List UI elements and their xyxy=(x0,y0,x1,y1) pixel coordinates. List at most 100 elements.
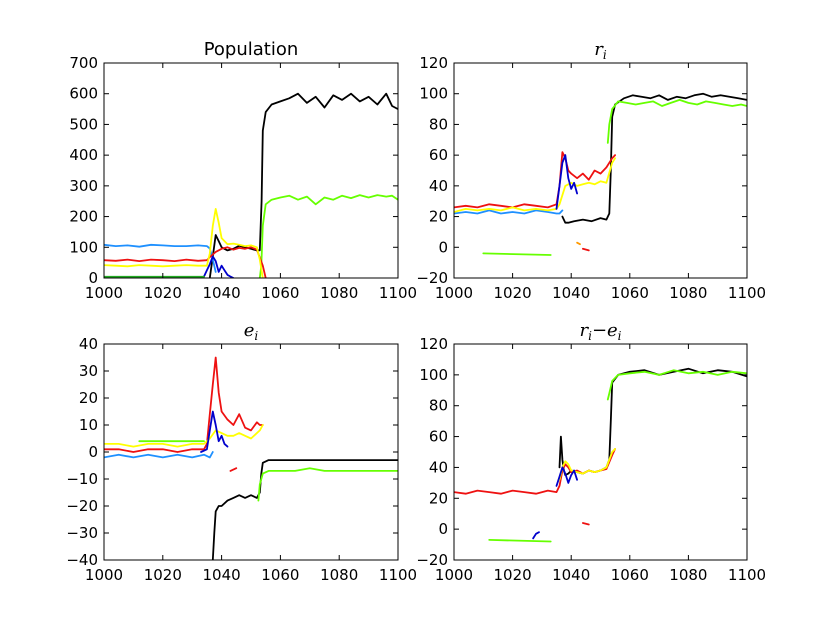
y-tick-label: 100 xyxy=(69,238,98,256)
y-tick-label: 30 xyxy=(79,362,98,380)
y-tick-label: 0 xyxy=(88,269,98,287)
series-line-smallred xyxy=(582,247,590,252)
y-tick-label: 500 xyxy=(69,115,98,133)
y-tick-label: 20 xyxy=(429,208,448,226)
x-tick-label: 1100 xyxy=(379,566,417,584)
y-tick-label: 40 xyxy=(429,458,448,476)
chart-title: Population xyxy=(204,39,299,60)
series-group xyxy=(454,367,747,543)
series-line-red xyxy=(454,151,616,209)
series-line-yellow xyxy=(558,447,616,481)
y-tick-label: 20 xyxy=(79,389,98,407)
series-line-red-1 xyxy=(582,522,590,526)
series-line-blue xyxy=(454,209,564,215)
y-tick-label: 40 xyxy=(79,335,98,353)
x-tick-label: 1060 xyxy=(261,284,299,302)
series-group xyxy=(104,356,398,560)
series-line-green xyxy=(258,194,398,278)
x-tick-label: 1080 xyxy=(669,284,707,302)
x-tick-label: 1080 xyxy=(669,566,707,584)
x-tick-label: 1060 xyxy=(261,566,299,584)
y-tick-label: 60 xyxy=(429,428,448,446)
axes-frame xyxy=(453,343,748,561)
series-group xyxy=(104,92,398,278)
series-line-blue xyxy=(104,451,214,459)
chart-title: ei xyxy=(244,320,259,343)
y-tick-label: 120 xyxy=(419,335,448,353)
x-tick-label: 1020 xyxy=(494,284,532,302)
series-line-green xyxy=(606,99,747,144)
x-tick-label: 1100 xyxy=(728,566,766,584)
y-tick-label: 100 xyxy=(419,85,448,103)
series-line-green xyxy=(257,467,398,502)
subplot-grid: 1000 1020 1040 1060 1080 11000100200300400500… xyxy=(66,39,766,584)
subplot-2: 1000 1020 1040 1060 1080 1100 −20 0 20 40 60 80 100 1… xyxy=(416,39,766,302)
x-tick-label: 1020 xyxy=(144,284,182,302)
x-tick-label: 1000 xyxy=(85,284,123,302)
x-tick-label: 1040 xyxy=(203,284,241,302)
x-tick-label: 1100 xyxy=(379,284,417,302)
series-line-yellow xyxy=(454,157,616,213)
series-line-darkblue xyxy=(555,154,578,210)
series-line-red xyxy=(104,356,264,453)
series-line-darkblue xyxy=(200,410,229,453)
series-line-black xyxy=(561,92,747,224)
y-tick-label: −30 xyxy=(66,524,98,542)
y-tick-label: 0 xyxy=(438,520,448,538)
x-tick-label: 1040 xyxy=(552,566,590,584)
chart-title: ri xyxy=(594,39,607,62)
y-tick-label: 10 xyxy=(79,416,98,434)
series-line-darkblue-1 xyxy=(532,531,540,540)
y-tick-label: 700 xyxy=(69,54,98,72)
y-tick-label: −20 xyxy=(416,269,448,287)
axes-frame xyxy=(103,62,399,279)
y-tick-label: 100 xyxy=(419,366,448,384)
y-tick-label: 0 xyxy=(438,238,448,256)
series-line-black xyxy=(208,92,398,278)
y-tick-label: 60 xyxy=(429,146,448,164)
x-tick-label: 1080 xyxy=(320,566,358,584)
x-tick-label: 1000 xyxy=(435,284,473,302)
subplot-1: 1000 1020 1040 1060 1080 1100 0 100 200 300 400 500… xyxy=(69,39,417,302)
y-tick-label: 40 xyxy=(429,177,448,195)
subplot-4: 1000 1020 1040 1060 1080 1100 −20 0 20 40 60 80 100 1… xyxy=(416,320,766,584)
subplot-3: 1000 1020 1040 1060 1080 1100−40−30−20−100102… xyxy=(66,320,417,584)
series-line-yellow xyxy=(104,424,264,448)
x-tick-label: 1100 xyxy=(728,284,766,302)
x-tick-label: 1020 xyxy=(144,566,182,584)
series-line-yellow xyxy=(104,207,264,278)
y-tick-label: 200 xyxy=(69,208,98,226)
y-tick-label: −20 xyxy=(66,497,98,515)
y-tick-label: 120 xyxy=(419,54,448,72)
series-line-green-1 xyxy=(488,539,552,543)
series-line-smallorange xyxy=(576,241,581,246)
y-tick-label: 300 xyxy=(69,177,98,195)
x-tick-label: 1000 xyxy=(85,566,123,584)
x-tick-label: 1020 xyxy=(494,566,532,584)
y-tick-label: 600 xyxy=(69,85,98,103)
y-tick-label: −10 xyxy=(66,470,98,488)
x-tick-label: 1000 xyxy=(435,566,473,584)
x-tick-label: 1080 xyxy=(320,284,358,302)
series-line-green xyxy=(606,369,747,401)
series-line-darkblue xyxy=(555,466,578,487)
series-line-red-1 xyxy=(229,467,238,472)
y-tick-label: 400 xyxy=(69,146,98,164)
y-tick-label: 20 xyxy=(429,489,448,507)
series-line-darkblue xyxy=(200,255,235,278)
y-tick-label: 80 xyxy=(429,397,448,415)
x-tick-label: 1040 xyxy=(203,566,241,584)
x-tick-label: 1060 xyxy=(611,284,649,302)
axes-frame xyxy=(453,62,748,279)
chart-title: ri−ei xyxy=(579,320,621,343)
y-tick-label: −40 xyxy=(66,551,98,569)
x-tick-label: 1040 xyxy=(552,284,590,302)
y-tick-label: 80 xyxy=(429,115,448,133)
x-tick-label: 1060 xyxy=(611,566,649,584)
series-group xyxy=(454,92,747,256)
y-tick-label: 0 xyxy=(88,443,98,461)
series-line-green-1 xyxy=(482,252,552,256)
y-tick-label: −20 xyxy=(416,551,448,569)
